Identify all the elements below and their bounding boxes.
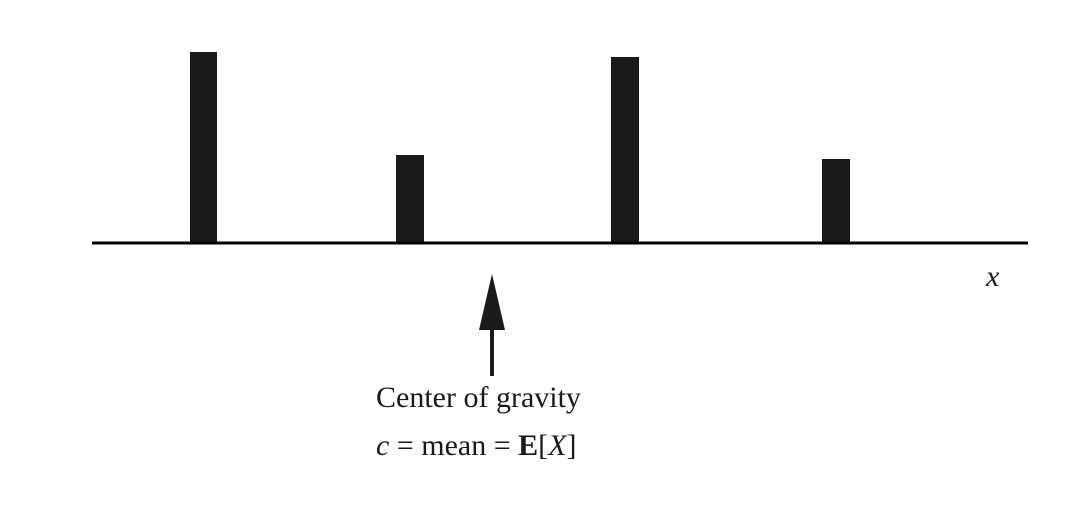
caption-equation: c = mean = E[X]: [376, 431, 581, 461]
equation-open-bracket: [: [538, 429, 549, 462]
caption-title: Center of gravity: [376, 381, 581, 414]
center-of-gravity-caption: Center of gravity c = mean = E[X]: [376, 383, 581, 461]
pmf-bar-3: [611, 57, 639, 243]
pmf-bar-4: [822, 159, 850, 243]
equation-mean: = mean =: [389, 429, 519, 462]
equation-expectation-operator: E: [518, 429, 539, 462]
equation-variable: c: [376, 429, 390, 462]
x-axis-label: x: [986, 260, 1000, 293]
pmf-bar-1: [190, 52, 217, 243]
center-of-gravity-arrow: [479, 274, 505, 376]
equation-random-variable: X: [548, 429, 567, 462]
equation-close-bracket: ]: [566, 429, 577, 462]
pmf-bar-2: [396, 155, 424, 243]
